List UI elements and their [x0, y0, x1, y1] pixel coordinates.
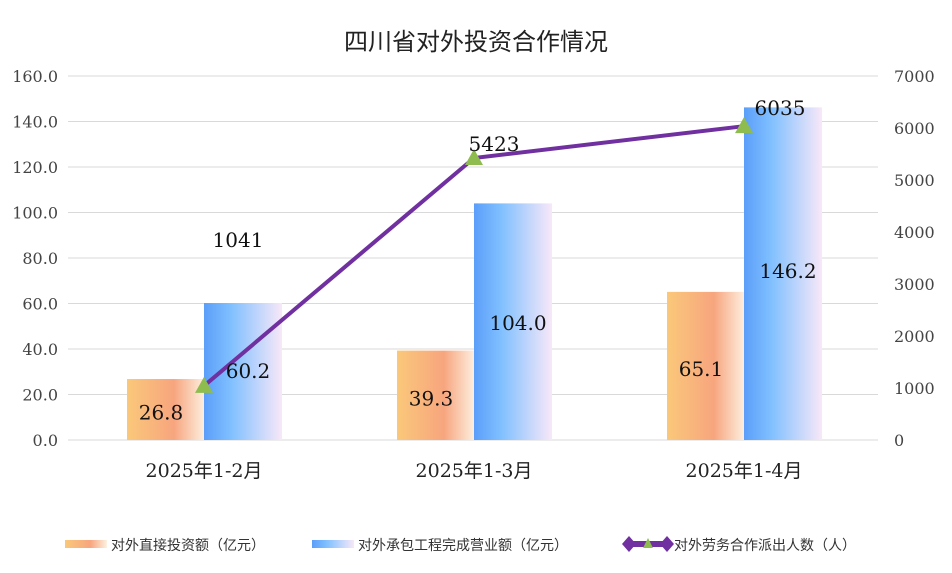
left-axis-tick: 100.0 [12, 204, 58, 223]
left-axis-tick: 120.0 [12, 158, 58, 177]
left-axis-tick: 80.0 [22, 249, 58, 268]
line-data-label: 5423 [469, 132, 520, 156]
right-axis-tick: 5000 [894, 171, 935, 190]
legend-label: 对外直接投资额（亿元） [111, 537, 265, 554]
bar-contract [744, 107, 822, 441]
triangle-icon [643, 538, 653, 548]
legend-label: 对外劳务合作派出人数（人） [674, 538, 856, 554]
data-label: 104.0 [489, 311, 546, 335]
x-axis-label: 2025年1-4月 [686, 460, 803, 482]
triangle-marker [735, 117, 753, 134]
right-axis-tick: 3000 [894, 275, 935, 294]
right-axis-tick: 7000 [894, 67, 935, 86]
triangle-marker [465, 149, 483, 166]
bar-contract [474, 203, 552, 440]
diamond-icon [622, 536, 636, 552]
legend-label: 对外承包工程完成营业额（亿元） [358, 538, 568, 554]
bar-investment [127, 379, 205, 440]
left-axis-tick: 160.0 [12, 67, 58, 86]
right-axis-tick: 6000 [894, 119, 935, 138]
line-data-label: 1041 [213, 228, 264, 252]
left-axis-tick: 60.0 [22, 295, 58, 314]
data-label: 146.2 [759, 259, 816, 283]
left-axis-tick: 40.0 [22, 340, 58, 359]
right-axis-tick: 1000 [894, 379, 935, 398]
legend-swatch-investment [65, 540, 107, 548]
bar-contract [204, 303, 282, 440]
x-axis-label: 2025年1-3月 [416, 460, 533, 482]
triangle-marker [195, 376, 213, 393]
x-axis-label: 2025年1-2月 [146, 460, 263, 482]
line-data-label: 6035 [755, 96, 806, 120]
diamond-icon [660, 536, 674, 552]
bar-investment [397, 350, 475, 440]
data-label: 60.2 [226, 359, 271, 383]
legend-swatch-contract [312, 540, 354, 548]
right-axis-tick: 4000 [894, 223, 935, 242]
bar-investment [667, 291, 745, 440]
left-axis-tick: 0.0 [33, 431, 58, 450]
right-axis-tick: 2000 [894, 327, 935, 346]
left-axis-tick: 140.0 [12, 113, 58, 132]
data-label: 39.3 [409, 386, 454, 410]
data-label: 26.8 [139, 401, 184, 425]
data-label: 65.1 [679, 357, 724, 381]
right-axis-tick: 0 [894, 431, 904, 450]
chart-title: 四川省对外投资合作情况 [344, 28, 608, 56]
left-axis-tick: 20.0 [22, 386, 58, 405]
